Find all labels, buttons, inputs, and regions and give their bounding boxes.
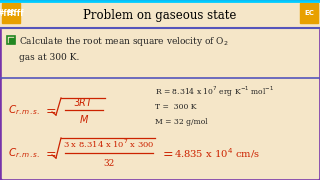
Text: $C_{r.m.s.}$: $C_{r.m.s.}$ [8,103,40,117]
Text: R = 8.314 x 10$^7$ erg K$^{-1}$ mol$^{-1}$: R = 8.314 x 10$^7$ erg K$^{-1}$ mol$^{-1… [155,85,274,99]
Text: $C_{r.m.s.}$: $C_{r.m.s.}$ [8,146,40,160]
Text: Calculate the root mean square velocity of O$_2$: Calculate the root mean square velocity … [19,35,229,48]
Bar [2,29,318,78]
Bar [0,2,320,28]
Text: EC: EC [304,10,314,16]
Text: $3RT$: $3RT$ [73,96,95,108]
Text: M = 32 g/mol: M = 32 g/mol [155,118,208,126]
Bar [300,3,318,23]
Text: $=$: $=$ [43,103,57,116]
Text: Problem on gaseous state: Problem on gaseous state [83,8,237,21]
Text: 4.835 x 10$^4$ cm/s: 4.835 x 10$^4$ cm/s [174,146,260,160]
Text: $=$: $=$ [160,147,174,159]
Text: T =  300 K: T = 300 K [155,103,196,111]
Text: $=$: $=$ [43,147,57,159]
Text: #ffffff: #ffffff [0,8,24,17]
Text: gas at 300 K.: gas at 300 K. [19,53,79,62]
Text: 3 x 8.314 x 10$^7$ x 300: 3 x 8.314 x 10$^7$ x 300 [63,138,155,150]
Text: EC: EC [6,10,16,16]
Text: 32: 32 [103,159,115,168]
Bar [7,36,15,44]
Bar [2,3,20,23]
Bar [9,37,13,42]
Text: $M$: $M$ [79,113,89,125]
Bar [2,79,318,178]
